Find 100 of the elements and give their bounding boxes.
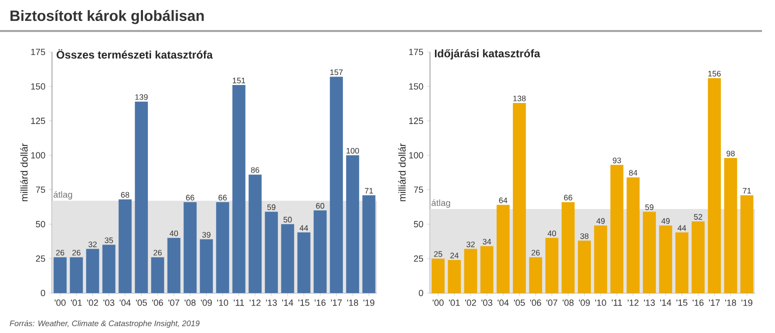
- x-tick-label: '19: [742, 300, 752, 306]
- x-tick-label: '01: [70, 300, 82, 306]
- bar: [432, 258, 445, 293]
- y-tick-label: 125: [31, 118, 46, 124]
- bar: [692, 221, 705, 293]
- x-tick-label: '17: [330, 300, 342, 306]
- x-tick-label: '13: [644, 300, 655, 306]
- x-tick-label: '13: [266, 300, 277, 306]
- x-tick-label: '10: [217, 300, 228, 306]
- bar: [578, 240, 591, 293]
- x-tick-label: '06: [152, 300, 164, 306]
- bar: [545, 238, 558, 293]
- y-tick-label: 25: [36, 255, 46, 262]
- y-tick-label: 125: [409, 118, 424, 124]
- x-tick-label: '14: [660, 300, 672, 306]
- y-tick-label: 50: [36, 220, 46, 228]
- bar: [200, 239, 213, 293]
- y-tick-label: 0: [40, 290, 46, 296]
- y-axis-title: milliárd dollár: [398, 143, 406, 202]
- x-tick-label: '15: [676, 300, 688, 306]
- x-tick-label: '02: [87, 300, 98, 306]
- y-tick-label: 25: [414, 255, 424, 262]
- x-tick-label: '04: [498, 300, 509, 306]
- x-tick-label: '07: [546, 300, 558, 306]
- bar: [86, 248, 100, 293]
- x-tick-label: '03: [103, 300, 114, 306]
- x-tick-label: '19: [363, 300, 374, 306]
- x-tick-label: '00: [432, 300, 444, 306]
- x-tick-label: '16: [314, 300, 326, 306]
- bar: [134, 102, 148, 293]
- chart-title: Biztosított károk globálisan: [10, 10, 204, 24]
- x-tick-label: '18: [347, 300, 358, 306]
- x-tick-label: '17: [709, 300, 720, 306]
- bar: [529, 257, 542, 293]
- x-tick-label: '00: [54, 300, 66, 306]
- bar: [448, 260, 461, 293]
- band-label: átlag: [54, 191, 72, 200]
- y-tick-label: 100: [31, 152, 46, 158]
- x-tick-label: '08: [184, 300, 196, 306]
- x-tick-label: '04: [120, 300, 131, 306]
- bar: [562, 202, 575, 293]
- bar: [675, 232, 688, 293]
- y-tick-label: 75: [36, 186, 46, 193]
- bar: [281, 224, 294, 293]
- y-tick-label: 0: [418, 290, 424, 296]
- x-tick-label: '12: [250, 300, 261, 306]
- bar: [102, 244, 116, 293]
- y-tick-label: 50: [414, 220, 424, 228]
- y-tick-label: 175: [31, 48, 46, 56]
- y-tick-label: 175: [409, 48, 424, 56]
- y-tick-label: 150: [31, 83, 46, 90]
- x-tick-label: '03: [481, 300, 492, 306]
- bar: [464, 248, 478, 293]
- bar: [297, 232, 310, 293]
- bar: [330, 76, 343, 293]
- x-tick-label: '16: [692, 300, 704, 306]
- x-tick-label: '18: [725, 300, 736, 306]
- bar: [708, 78, 721, 293]
- bar: [167, 238, 180, 293]
- bar: [496, 204, 510, 293]
- bar: [642, 212, 656, 293]
- bar: [118, 199, 132, 293]
- x-tick-label: '11: [612, 300, 622, 306]
- bar: [248, 174, 262, 293]
- bar: [151, 257, 164, 293]
- x-tick-label: '10: [595, 300, 606, 306]
- bar: [659, 226, 672, 293]
- x-tick-label: '02: [465, 300, 476, 306]
- x-tick-label: '12: [628, 300, 639, 306]
- bar: [346, 155, 360, 293]
- bar: [314, 210, 327, 293]
- x-tick-label: '14: [282, 300, 294, 306]
- bar: [626, 177, 640, 293]
- x-tick-label: '08: [562, 300, 574, 306]
- bar: [232, 85, 246, 293]
- bar: [184, 202, 197, 293]
- bar: [740, 195, 754, 293]
- x-tick-label: '15: [298, 300, 310, 306]
- chart-subtitle: Időjárási katasztrófa: [434, 49, 540, 60]
- x-tick-label: '01: [448, 300, 460, 306]
- bar: [54, 257, 67, 293]
- bar: [362, 195, 376, 293]
- bar: [264, 212, 278, 293]
- bar: [480, 246, 494, 293]
- x-tick-label: '05: [514, 300, 525, 306]
- bar: [610, 164, 624, 293]
- x-tick-label: '05: [136, 300, 147, 306]
- band-label: átlag: [432, 199, 450, 208]
- y-tick-label: 150: [409, 83, 424, 90]
- y-tick-label: 75: [414, 186, 424, 193]
- y-tick-label: 100: [409, 152, 424, 158]
- bar: [216, 202, 230, 293]
- y-axis-title: milliárd dollár: [20, 143, 28, 202]
- bar: [70, 257, 83, 293]
- x-tick-label: '11: [234, 300, 244, 306]
- chart-subtitle: Összes természeti katasztrófa: [56, 49, 213, 59]
- bar: [512, 102, 526, 293]
- x-tick-label: '06: [530, 300, 542, 306]
- bar: [594, 226, 608, 293]
- x-tick-label: '09: [200, 300, 212, 306]
